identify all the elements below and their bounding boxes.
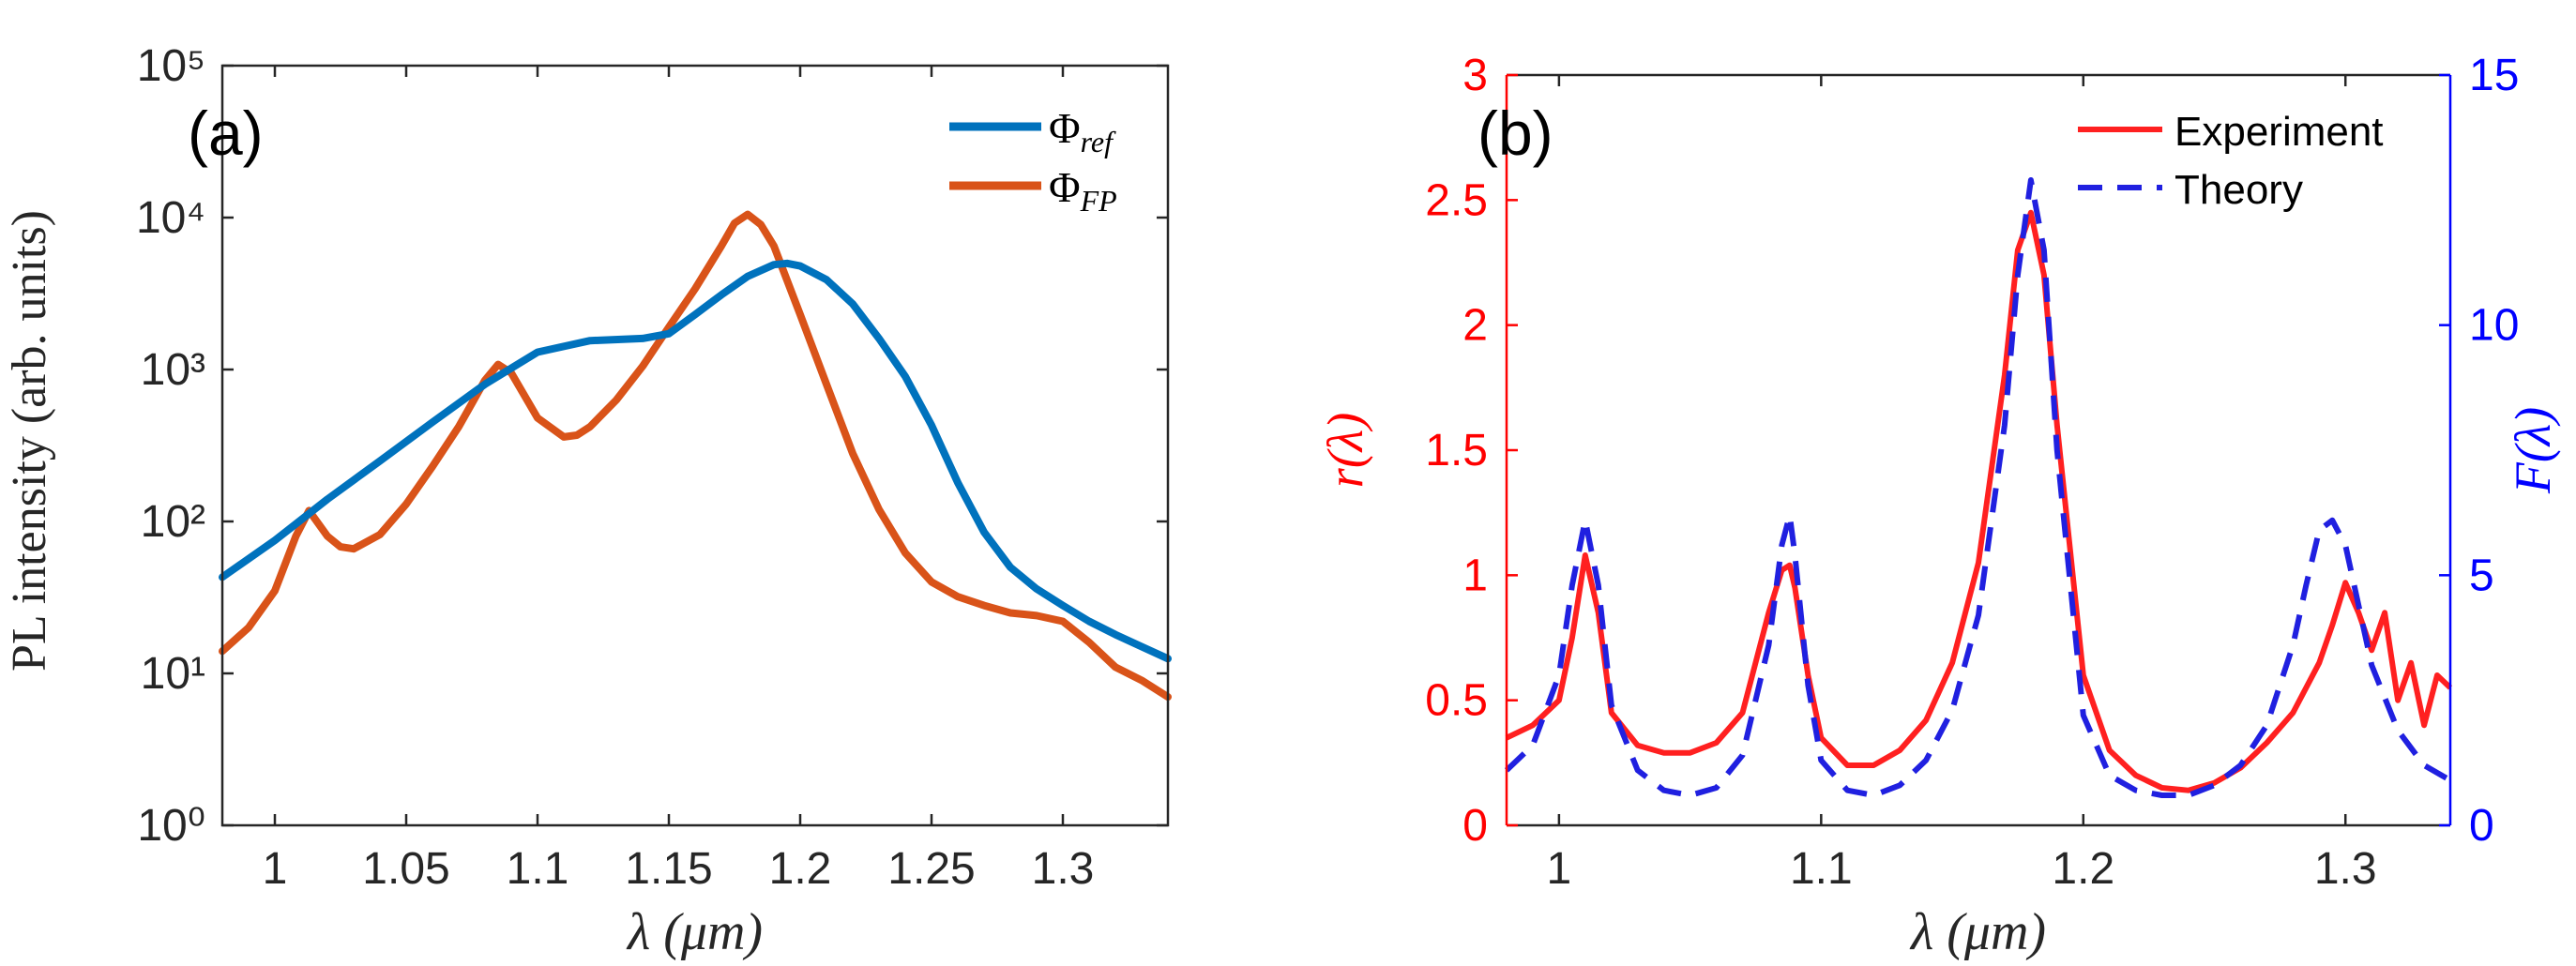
legend-label-experiment: Experiment (2174, 109, 2384, 155)
panel-b-left-y-tick-label: 2 (1462, 301, 1488, 351)
panel-b-plot-area (1507, 75, 2450, 825)
panel-a-y-tick-label: 10¹ (141, 649, 205, 699)
panel-a-y-tick-label: 10² (141, 497, 205, 547)
panel-b-label: (b) (1477, 98, 1553, 168)
panel-b-left-y-ticks: 0 0.5 1 1.5 2 2.5 3 (1425, 51, 1518, 851)
panel-a-x-tick-label: 1.15 (625, 844, 712, 894)
legend-label-theory: Theory (2174, 167, 2303, 213)
legend-phi-fp-sub: FP (1080, 184, 1117, 218)
panel-a-x-ticks: 1 1.05 1.1 1.15 1.2 1.25 1.3 (263, 66, 1095, 894)
panel-a-y-axis-label: PL intensity (arb. units) (3, 210, 56, 672)
panel-b-x-tick-label: 1.3 (2314, 844, 2377, 894)
legend-phi-fp-main: Φ (1049, 163, 1081, 211)
panel-b-left-y-tick-label: 1 (1462, 551, 1488, 600)
panel-b-series-line-0 (1505, 209, 2453, 793)
panel-b-x-tick-label: 1.1 (1790, 844, 1853, 894)
panel-a-label: (a) (188, 98, 264, 168)
panel-b-x-tick-label: 1 (1547, 844, 1572, 894)
panel-a-plot-area (222, 66, 1168, 825)
panel-a-legend: Φref ΦFP (949, 104, 1117, 218)
panel-b-legend: Experiment Theory (2078, 109, 2384, 213)
panel-b-series-group (1504, 177, 2453, 798)
panel-b-left-y-tick-label: 2.5 (1425, 175, 1488, 225)
legend-label-phi-ref: Φref (1049, 104, 1116, 158)
panel-b-x-ticks: 1 1.1 1.2 1.3 (1547, 75, 2377, 894)
legend-phi-ref-sub: ref (1081, 125, 1116, 158)
panel-b-left-y-tick-label: 0.5 (1425, 676, 1488, 726)
panel-a-x-axis-label: λ (μm) (626, 903, 763, 961)
legend-phi-ref-main: Φ (1049, 104, 1081, 152)
panel-a-x-tick-label: 1.2 (769, 844, 832, 894)
panel-b-right-y-axis-label: F(λ) (2505, 407, 2561, 494)
panel-b-right-y-tick-label: 15 (2469, 51, 2519, 100)
panel-a-series-group (219, 210, 1172, 702)
panel-a-x-tick-label: 1.25 (887, 844, 975, 894)
panel-b-right-y-tick-label: 5 (2469, 551, 2494, 600)
panel-b-right-y-tick-label: 10 (2469, 301, 2519, 351)
panel-a-x-tick-label: 1 (263, 844, 288, 894)
panel-a-y-tick-label: 10⁴ (136, 193, 205, 243)
panel-b-left-y-axis-label: r(λ) (1317, 413, 1373, 488)
panel-a-series-line-1 (219, 210, 1172, 702)
panel-a-x-tick-label: 1.1 (507, 844, 569, 894)
panel-a: 1 1.05 1.1 1.15 1.2 1.25 1.3 10⁰10¹10²10³10⁴10… (3, 41, 1172, 961)
panel-b-right-y-ticks: 0 5 10 15 (2439, 51, 2519, 851)
panel-a-y-ticks: 10⁰ 10¹ 10² 10³ 10⁴ 10⁵ (136, 41, 1168, 851)
panel-a-axes-box (220, 64, 1170, 827)
panel-a-series-line-0 (219, 259, 1172, 663)
panel-a-x-tick-label: 1.3 (1032, 844, 1095, 894)
panel-b-left-y-tick-label: 3 (1462, 51, 1488, 100)
panel-b-x-axis-label: λ (μm) (1909, 903, 2046, 961)
panel-b-x-tick-label: 1.2 (2052, 844, 2114, 894)
panel-b-right-y-tick-label: 0 (2469, 801, 2494, 851)
panel-b: 1 1.1 1.2 1.3 0 0.5 1 1.5 2 2.5 3 0 5 10 15 (b) λ (μ… (1317, 51, 2561, 961)
panel-b-left-y-tick-label: 0 (1462, 801, 1488, 851)
panel-a-y-tick-label: 10³ (141, 345, 205, 395)
panel-b-series-line-1 (1504, 177, 2452, 798)
legend-label-phi-fp: ΦFP (1049, 163, 1117, 218)
panel-a-y-tick-label: 10⁵ (137, 41, 205, 91)
panel-b-left-y-tick-label: 1.5 (1425, 426, 1488, 475)
panel-a-y-tick-label: 10⁰ (137, 801, 205, 851)
panel-a-x-tick-label: 1.05 (362, 844, 449, 894)
